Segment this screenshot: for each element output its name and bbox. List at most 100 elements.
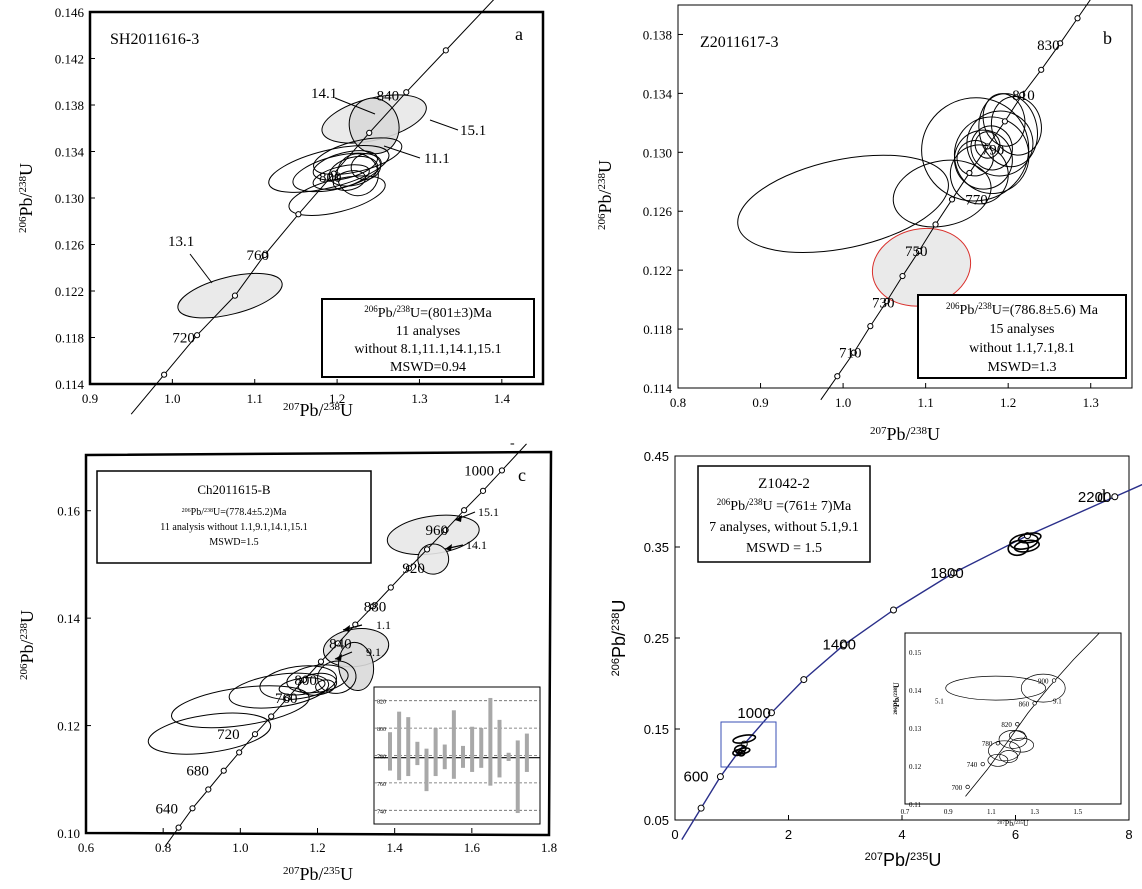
panel-a-letter: a: [515, 24, 523, 44]
panel-d-inset-xtick-0: 0.7: [901, 808, 910, 816]
panel-a-result-box: [321, 298, 535, 378]
panel-d-ellipse-1: [1013, 539, 1040, 553]
panel-c-age-marker-1: [189, 805, 196, 812]
panel-d-inset-ellipse-6: [999, 750, 1019, 763]
panel-a-ellipse-10: [350, 153, 382, 181]
panel-a-leader-11.1: [383, 145, 421, 159]
panel-a-age-marker-0: [161, 371, 168, 378]
panel-d-ytick-label-0: 0.05: [644, 813, 669, 828]
panel-c-age-marker-4: [236, 749, 243, 756]
panel-b-xtick-label-3: 1.1: [918, 395, 934, 410]
panel-c-inset-bar-11: [488, 697, 493, 786]
panel-d-ellipse-4: [732, 734, 757, 744]
panel-a-leader-14.1: [334, 97, 376, 115]
panel-b-sample-label: Z2011617-3: [700, 34, 779, 51]
panel-a-ytick-label-8: 0.146: [55, 5, 85, 20]
panel-d-xtick-label-1: 2: [785, 827, 792, 842]
panel-d-age-marker-4: [800, 676, 808, 684]
panel-b-xtick-label-4: 1.2: [1000, 395, 1016, 410]
panel-c-result-line3: 11 analysis without 1.1,9.1,14.1,15.1: [160, 522, 307, 533]
panel-b-ellipse-11: [982, 93, 1026, 147]
panel-c-concordia-curve: 640 680 720 760 800 840 880 920 960 1000: [155, 443, 527, 848]
panel-b-age-label-4: 790: [982, 142, 1005, 158]
panel-a-age-marker-2: [231, 292, 239, 299]
panel-c-ticks: 0.6 0.8 1.0 1.2 1.4 1.6 1.8 0.10 0.12 0.14 0.16: [57, 504, 557, 855]
panel-b-ytick-label-0: 0.114: [643, 381, 672, 396]
panel-a-ellipse-7: [288, 175, 386, 216]
panel-c-ellipse-6: [228, 672, 330, 709]
panel-d-result-line1: Z1042-2: [758, 476, 810, 492]
panel-b-age-marker-12: [1038, 66, 1045, 73]
panel-c-inset-ytick-3: 760: [377, 782, 386, 788]
panel-d-inset-ellipse-2: [988, 740, 1021, 762]
panel-c-arrow-label-1: 14.1: [466, 538, 487, 552]
panel-b-ellipse-6: [970, 125, 1013, 171]
panel-d-age-label-1: 1000: [737, 705, 770, 722]
panel-b-result-line4: MSWD=1.3: [988, 360, 1057, 375]
panel-d-result-box: [697, 465, 871, 563]
panel-b-age-marker-0: [834, 373, 841, 380]
panel-d-xtick-label-4: 8: [1125, 827, 1132, 842]
panel-b-ellipse-3: [921, 97, 1030, 202]
panel-d-inset-frame: [904, 632, 1122, 805]
panel-d-concordia: 600 1000 1400 1800 2200 0 2 4 6 8 0.05 0.15 0.25 0.3…: [609, 449, 1142, 870]
panel-c-ellipse-9: [297, 672, 338, 696]
panel-d-age-marker-6: [889, 606, 897, 614]
panel-a-leader-13.1: [189, 253, 213, 284]
panel-c-age-label-3: 760: [275, 691, 298, 707]
panel-a-ellipse-0: [177, 272, 283, 319]
panel-a-age-marker-3: [261, 251, 268, 259]
panel-a-age-marker-5: [330, 170, 337, 177]
panel-d-ellipse-2: [1007, 539, 1030, 557]
panel-b-age-marker-14: [1074, 15, 1081, 22]
panel-a-age-label-2: 800: [319, 170, 342, 186]
panel-a-ytick-label-3: 0.126: [55, 238, 85, 253]
panel-b-letter: b: [1103, 28, 1112, 48]
panel-d-inset-ytick-1: 0.12: [909, 763, 922, 771]
panel-b-ytick-label-4: 0.130: [643, 145, 672, 160]
panel-d-inset-ellipse-1: [1020, 673, 1066, 703]
panel-a-age-marker-6: [366, 129, 373, 136]
panel-c-inset-bar-14: [515, 740, 520, 814]
panel-d-age-marker-7: [950, 569, 958, 577]
panel-c-inset-bar-5: [433, 728, 438, 777]
panel-c-ellipse-11: [278, 677, 326, 696]
panel-b-ytick-label-1: 0.118: [643, 322, 672, 337]
panel-c-inset-bar-3: [415, 741, 420, 766]
panel-d-inset-ellipse-3: [998, 730, 1028, 749]
panel-d-inset-xlabel: 207Pb/235U: [997, 819, 1029, 828]
panel-c-letter: c: [518, 465, 526, 485]
panel-c-inset-bar-9: [470, 726, 475, 772]
panel-b-ytick-label-6: 0.138: [643, 27, 672, 42]
panel-d-result-line3: 7 analyses, without 5.1,9.1: [709, 520, 859, 535]
panel-b-ytick-label-3: 0.126: [643, 204, 673, 219]
panel-a-ytick-label-5: 0.134: [55, 145, 85, 160]
panel-c-result-line2: 206Pb/238U=(778.4±5.2)Ma: [182, 507, 287, 518]
panel-a-ellipse-9: [328, 155, 379, 187]
panel-c-inset-bar-2: [406, 717, 411, 777]
panel-c-ellipse-10: [317, 660, 357, 694]
panel-b-age-marker-1: [850, 349, 857, 356]
panel-c-ellipse-7: [259, 665, 337, 700]
panel-b-xtick-label-5: 1.3: [1083, 395, 1099, 410]
panel-d-inset-ellipse-label-0: 5.1: [935, 697, 944, 705]
panel-c-age-marker-14: [405, 565, 413, 572]
panel-c-inset-bar-8: [461, 745, 465, 768]
panel-a-ticks: 0.9 1.0 1.1 1.2 1.3 1.4 0.114 0.118 0.122 0.126 0.…: [55, 5, 511, 406]
panel-c-age-label-2: 720: [217, 727, 240, 743]
panel-c-age-marker-8: [300, 676, 308, 684]
panel-a-age-marker-7: [403, 89, 410, 96]
panel-c-ytick-label-1: 0.12: [57, 719, 80, 734]
panel-d-ellipse-3: [1017, 532, 1042, 544]
panel-c-inset-ytick-0: 820: [377, 700, 386, 706]
panel-a-label-15.1: 15.1: [460, 123, 486, 139]
panel-b-age-label-2: 750: [905, 244, 928, 260]
panel-a-ytick-label-7: 0.142: [55, 52, 84, 67]
panel-a-ytick-label-0: 0.114: [55, 377, 84, 392]
panel-a-result-line4: MSWD=0.94: [390, 360, 466, 375]
panel-c-xtick-label-4: 1.4: [387, 840, 404, 855]
panel-b-ellipse-8: [956, 140, 994, 177]
panel-a-leader-15.1: [429, 119, 459, 131]
panel-b-concordia-curve: 710 730 750 770 790 810 830: [820, 0, 1091, 401]
panel-d-ellipse-8: [737, 749, 746, 757]
